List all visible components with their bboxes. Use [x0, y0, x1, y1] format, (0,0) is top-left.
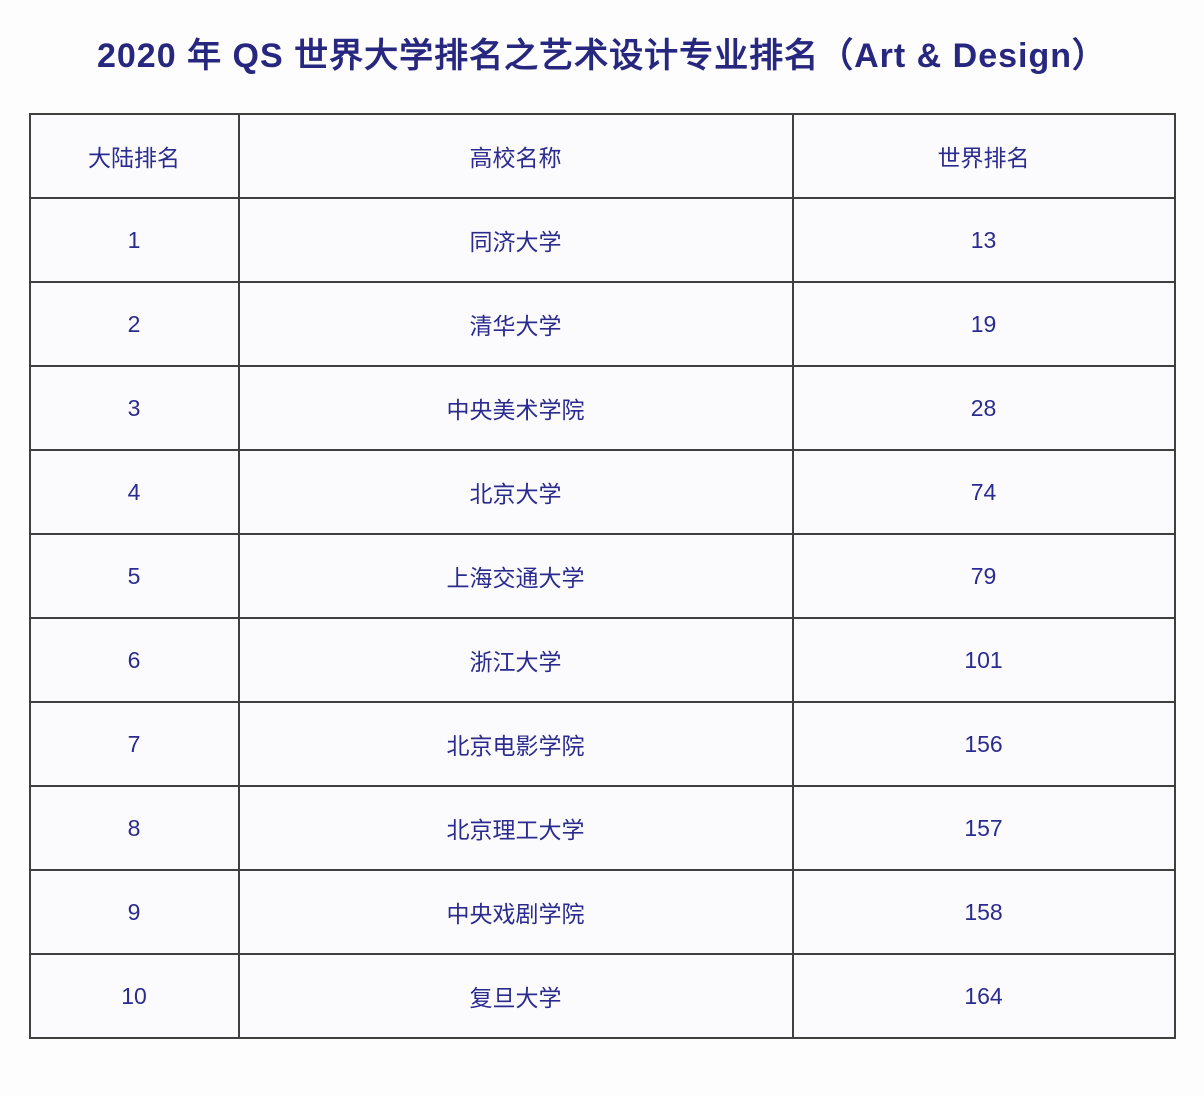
- cell-mainland-rank: 8: [28, 785, 240, 871]
- cell-mainland-rank: 7: [28, 701, 240, 787]
- cell-world-rank: 74: [791, 449, 1176, 535]
- cell-mainland-rank: 10: [28, 953, 240, 1039]
- cell-world-rank: 28: [791, 365, 1176, 451]
- cell-world-rank: 156: [791, 701, 1176, 787]
- table-row: 5 上海交通大学 79: [28, 533, 1176, 619]
- cell-world-rank: 157: [791, 785, 1176, 871]
- cell-mainland-rank: 5: [28, 533, 240, 619]
- table-row: 9 中央戏剧学院 158: [28, 869, 1176, 955]
- table-row: 6 浙江大学 101: [28, 617, 1176, 703]
- page-title: 2020 年 QS 世界大学排名之艺术设计专业排名（Art & Design）: [96, 37, 1107, 75]
- header-university-name: 高校名称: [237, 113, 794, 199]
- cell-university-name: 北京电影学院: [237, 701, 794, 787]
- cell-university-name: 上海交通大学: [237, 533, 794, 619]
- ranking-table: 大陆排名 高校名称 世界排名 1 同济大学 13 2 清华大学 19 3 中央美…: [28, 113, 1176, 1039]
- table-row: 10 复旦大学 164: [28, 953, 1176, 1039]
- cell-world-rank: 101: [791, 617, 1176, 703]
- cell-university-name: 北京理工大学: [237, 785, 794, 871]
- table-row: 7 北京电影学院 156: [28, 701, 1176, 787]
- cell-mainland-rank: 1: [28, 197, 240, 283]
- cell-mainland-rank: 3: [28, 365, 240, 451]
- header-mainland-rank: 大陆排名: [28, 113, 240, 199]
- cell-university-name: 清华大学: [237, 281, 794, 367]
- table-row: 2 清华大学 19: [28, 281, 1176, 367]
- table-row: 3 中央美术学院 28: [28, 365, 1176, 451]
- cell-mainland-rank: 4: [28, 449, 240, 535]
- cell-world-rank: 164: [791, 953, 1176, 1039]
- cell-university-name: 同济大学: [237, 197, 794, 283]
- cell-world-rank: 79: [791, 533, 1176, 619]
- cell-university-name: 复旦大学: [237, 953, 794, 1039]
- cell-university-name: 北京大学: [237, 449, 794, 535]
- cell-university-name: 中央戏剧学院: [237, 869, 794, 955]
- table-row: 1 同济大学 13: [28, 197, 1176, 283]
- cell-university-name: 中央美术学院: [237, 365, 794, 451]
- cell-mainland-rank: 2: [28, 281, 240, 367]
- header-world-rank: 世界排名: [791, 113, 1176, 199]
- table-row: 4 北京大学 74: [28, 449, 1176, 535]
- cell-mainland-rank: 9: [28, 869, 240, 955]
- cell-world-rank: 19: [791, 281, 1176, 367]
- cell-university-name: 浙江大学: [237, 617, 794, 703]
- cell-mainland-rank: 6: [28, 617, 240, 703]
- cell-world-rank: 13: [791, 197, 1176, 283]
- cell-world-rank: 158: [791, 869, 1176, 955]
- table-header-row: 大陆排名 高校名称 世界排名: [28, 113, 1176, 199]
- table-row: 8 北京理工大学 157: [28, 785, 1176, 871]
